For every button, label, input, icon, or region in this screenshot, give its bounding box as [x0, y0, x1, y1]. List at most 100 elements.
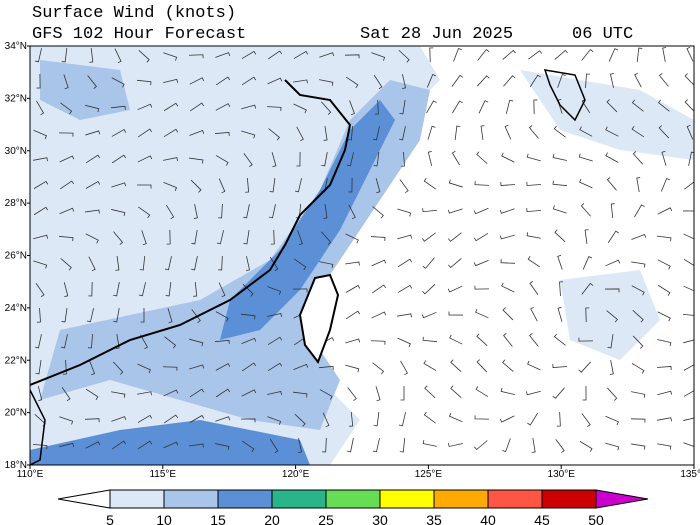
wind-barb — [84, 418, 100, 423]
wind-barb — [579, 126, 593, 137]
wind-barb — [61, 386, 71, 402]
title: Surface Wind (knots) — [32, 4, 236, 23]
wind-barb — [552, 387, 565, 399]
wind-barb — [451, 74, 464, 87]
wind-barb — [298, 438, 302, 453]
wind-barb — [448, 179, 463, 188]
wind-barb — [636, 177, 641, 192]
wind-barb — [375, 178, 381, 194]
wind-barb — [58, 236, 74, 242]
wind-barb — [657, 417, 672, 422]
colorbar-label: 40 — [480, 512, 496, 525]
wind-barb — [293, 79, 308, 84]
wind-barb — [499, 234, 515, 240]
lon-label: 125°E — [415, 469, 443, 480]
wind-barb — [267, 77, 283, 85]
wind-barb — [137, 103, 153, 111]
wind-barb — [345, 284, 361, 293]
lat-label: 26°N — [5, 251, 27, 262]
wind-barb — [500, 387, 515, 395]
wind-barb — [215, 363, 231, 371]
wind-barb — [631, 443, 646, 450]
wind-barb — [216, 230, 224, 245]
wind-barb — [269, 438, 279, 454]
wind-barb — [371, 311, 387, 319]
wind-barb — [529, 333, 539, 347]
wind-barb — [345, 338, 361, 344]
wind-barb — [526, 232, 541, 239]
wind-barb — [448, 258, 462, 269]
wind-barb — [526, 208, 542, 213]
wind-barb — [449, 334, 463, 345]
wind-barb — [349, 100, 355, 116]
wind-barb — [191, 309, 201, 323]
wind-barb — [215, 443, 230, 450]
wind-barb — [474, 415, 490, 420]
wind-barb — [426, 100, 437, 114]
wind-barb — [246, 256, 250, 271]
wind-barb — [267, 416, 282, 425]
lat-label: 20°N — [5, 408, 27, 419]
wind-barb — [215, 388, 231, 398]
wind-barb — [318, 365, 334, 370]
wind-barb — [399, 126, 406, 141]
wind-barb — [164, 256, 172, 271]
wind-barb — [163, 78, 179, 84]
colorbar-label: 20 — [264, 512, 280, 525]
wind-barb — [321, 101, 332, 115]
wind-barb — [115, 334, 120, 349]
wind-barb — [58, 132, 74, 137]
wind-barb — [501, 152, 515, 163]
wind-barb — [450, 359, 462, 372]
wind-barb — [61, 47, 68, 63]
wind-barb — [35, 360, 42, 375]
wind-barb — [87, 75, 97, 89]
wind-barb — [683, 442, 694, 447]
wind-barb — [579, 441, 593, 452]
wind-barb — [89, 48, 94, 63]
wind-barb — [503, 333, 513, 347]
wind-barb — [402, 74, 407, 89]
wind-barb — [605, 442, 620, 451]
lat-label: 18°N — [5, 460, 27, 471]
wind-barb — [682, 210, 694, 212]
wind-barb — [374, 99, 379, 115]
wind-barb — [582, 385, 587, 401]
colorbar-label: 45 — [534, 512, 550, 525]
wind-barb — [607, 230, 619, 244]
wind-barb — [424, 385, 436, 399]
subtitle: GFS 102 Hour Forecast — [32, 25, 246, 44]
wind-barb — [631, 261, 646, 268]
wind-barb — [137, 391, 152, 396]
wind-barb — [582, 256, 593, 270]
wind-barb — [452, 100, 463, 114]
wind-barb — [241, 130, 256, 139]
wind-barb — [113, 231, 124, 245]
wind-barb — [241, 313, 256, 320]
wind-barb — [87, 333, 93, 349]
wind-barb — [140, 334, 148, 350]
wind-barb — [243, 153, 253, 168]
wind-barb — [605, 126, 619, 137]
wind-barb — [33, 206, 49, 216]
wind-barb — [529, 280, 539, 295]
wind-barb — [136, 184, 152, 189]
wind-barb — [347, 387, 357, 401]
wind-barb — [683, 339, 694, 344]
wind-barb — [400, 385, 405, 401]
wind-barb — [372, 126, 380, 141]
wind-barb — [189, 364, 205, 370]
lat-label: 22°N — [5, 355, 27, 366]
wind-barb — [501, 282, 515, 293]
wind-barb — [605, 415, 619, 426]
wind-barb — [111, 416, 127, 422]
wind-barb — [631, 391, 646, 398]
wind-barb — [631, 285, 645, 296]
wind-barb — [477, 75, 490, 87]
wind-barb — [294, 178, 302, 193]
colorbar-label: 10 — [156, 512, 172, 525]
wind-barb — [86, 308, 94, 323]
wind-barb — [502, 49, 516, 60]
wind-barb — [293, 50, 309, 59]
wind-barb — [140, 307, 145, 323]
